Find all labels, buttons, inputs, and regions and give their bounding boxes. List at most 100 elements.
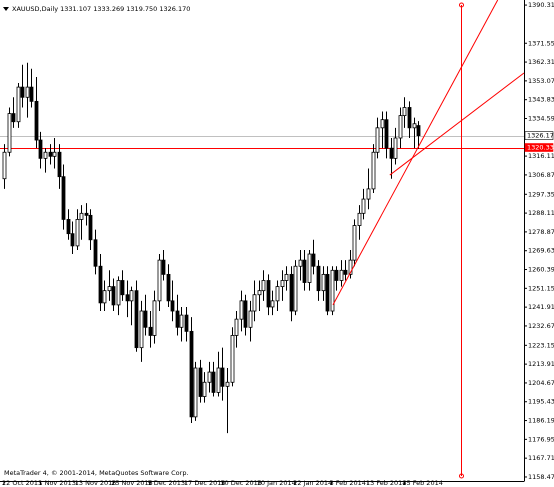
x-tick-label: 25 Nov 2013 bbox=[111, 479, 153, 487]
menu-icon bbox=[3, 7, 9, 11]
candle-body bbox=[216, 367, 221, 393]
candle-body bbox=[321, 273, 326, 292]
candle-body bbox=[34, 100, 39, 141]
candle-body bbox=[407, 107, 412, 129]
candle-body bbox=[143, 310, 148, 328]
x-tick-label: 5 Dec 2013 bbox=[148, 479, 185, 487]
trendline bbox=[389, 72, 525, 176]
y-tick-label: 1288.110 bbox=[528, 209, 554, 217]
candle-body bbox=[16, 86, 21, 123]
y-tick-label: 1213.910 bbox=[528, 360, 554, 368]
candle-body bbox=[330, 269, 335, 312]
candle-body bbox=[302, 259, 307, 283]
y-tick-label: 1195.430 bbox=[528, 398, 554, 406]
candle-body bbox=[384, 119, 389, 149]
candle-body bbox=[293, 265, 298, 312]
candle-body bbox=[348, 259, 353, 275]
candle-body bbox=[38, 139, 43, 159]
y-tick-label: 1223.150 bbox=[528, 341, 554, 349]
candle-body bbox=[166, 273, 171, 302]
copyright: MetaTrader 4, © 2001-2014, MetaQuotes So… bbox=[4, 469, 189, 477]
candle-body bbox=[225, 381, 230, 387]
y-tick-label: 1316.110 bbox=[528, 152, 554, 160]
y-tick-label: 1278.870 bbox=[528, 228, 554, 236]
y-tick-label: 1306.870 bbox=[528, 171, 554, 179]
x-tick-label: 30 Dec 2013 bbox=[220, 479, 262, 487]
candle-body bbox=[11, 113, 16, 123]
candle-body bbox=[234, 318, 239, 336]
trendline bbox=[332, 0, 499, 306]
x-tick-label: 13 Feb 2014 bbox=[366, 479, 406, 487]
candle-body bbox=[366, 188, 371, 200]
candle-body bbox=[371, 151, 376, 190]
candle-body bbox=[170, 300, 175, 312]
x-tick-label: 3 Feb 2014 bbox=[330, 479, 366, 487]
candle-body bbox=[352, 225, 357, 261]
candle-body bbox=[111, 286, 116, 306]
candle-body bbox=[2, 151, 7, 180]
candle-body bbox=[134, 290, 139, 349]
candle-body bbox=[102, 290, 107, 304]
y-tick-label: 1176.950 bbox=[528, 435, 554, 443]
candle-body bbox=[57, 151, 62, 178]
y-tick-label: 1186.190 bbox=[528, 417, 554, 425]
candle-body bbox=[98, 265, 103, 304]
candle-body bbox=[252, 294, 257, 312]
candle-body bbox=[311, 253, 316, 267]
y-tick-label: 1269.630 bbox=[528, 247, 554, 255]
y-tick-label: 1297.350 bbox=[528, 190, 554, 198]
candle-body bbox=[193, 367, 198, 418]
candle-body bbox=[84, 212, 89, 216]
candle-body bbox=[334, 269, 339, 281]
candle-body bbox=[75, 219, 80, 247]
candle-body bbox=[393, 137, 398, 159]
y-tick-label: 1241.910 bbox=[528, 303, 554, 311]
candle-body bbox=[148, 326, 153, 336]
candle-body bbox=[116, 280, 121, 306]
y-tick-label: 1362.310 bbox=[528, 58, 554, 66]
candle-body bbox=[152, 300, 157, 336]
candle-body bbox=[357, 212, 362, 226]
x-tick-label: 1 Nov 2013 bbox=[38, 479, 76, 487]
candle-body bbox=[129, 290, 134, 302]
x-tick-label: 13 Nov 2013 bbox=[75, 479, 117, 487]
candle-body bbox=[70, 233, 75, 247]
x-tick-label: 25 Feb 2014 bbox=[402, 479, 442, 487]
candle-body bbox=[120, 280, 125, 296]
candle-body bbox=[93, 239, 98, 267]
candle-body bbox=[230, 335, 235, 383]
candle-body bbox=[307, 253, 312, 283]
candle-body bbox=[325, 273, 330, 312]
candle-body bbox=[157, 259, 162, 302]
y-tick-label: 1204.670 bbox=[528, 379, 554, 387]
y-tick-label: 1232.670 bbox=[528, 322, 554, 330]
x-tick-label: 22 Oct 2013 bbox=[2, 479, 42, 487]
candle-body bbox=[298, 259, 303, 267]
candle-body bbox=[211, 371, 216, 393]
candle-body bbox=[275, 286, 280, 302]
x-tick-label: 10 Jan 2014 bbox=[257, 479, 296, 487]
candle-body bbox=[412, 123, 417, 129]
candle-body bbox=[61, 176, 66, 220]
y-tick-label: 1343.830 bbox=[528, 96, 554, 104]
candle-body bbox=[48, 151, 53, 157]
candle-body bbox=[175, 310, 180, 328]
x-tick-label: 17 Dec 2013 bbox=[184, 479, 226, 487]
candle-body bbox=[43, 151, 48, 159]
price-label-box bbox=[524, 131, 554, 140]
candle-body bbox=[248, 310, 253, 328]
candle-body bbox=[339, 269, 344, 281]
candle-body bbox=[179, 314, 184, 328]
candle-body bbox=[389, 147, 394, 159]
candle-body bbox=[20, 86, 25, 98]
y-tick-label: 1251.150 bbox=[528, 284, 554, 292]
candle-body bbox=[125, 294, 130, 302]
candle-body bbox=[79, 212, 84, 220]
candle-body bbox=[289, 273, 294, 312]
candle-body bbox=[402, 107, 407, 117]
candle-body bbox=[280, 280, 285, 287]
candle-body bbox=[207, 371, 212, 383]
candle-body bbox=[184, 314, 189, 332]
candle-body bbox=[107, 286, 112, 292]
